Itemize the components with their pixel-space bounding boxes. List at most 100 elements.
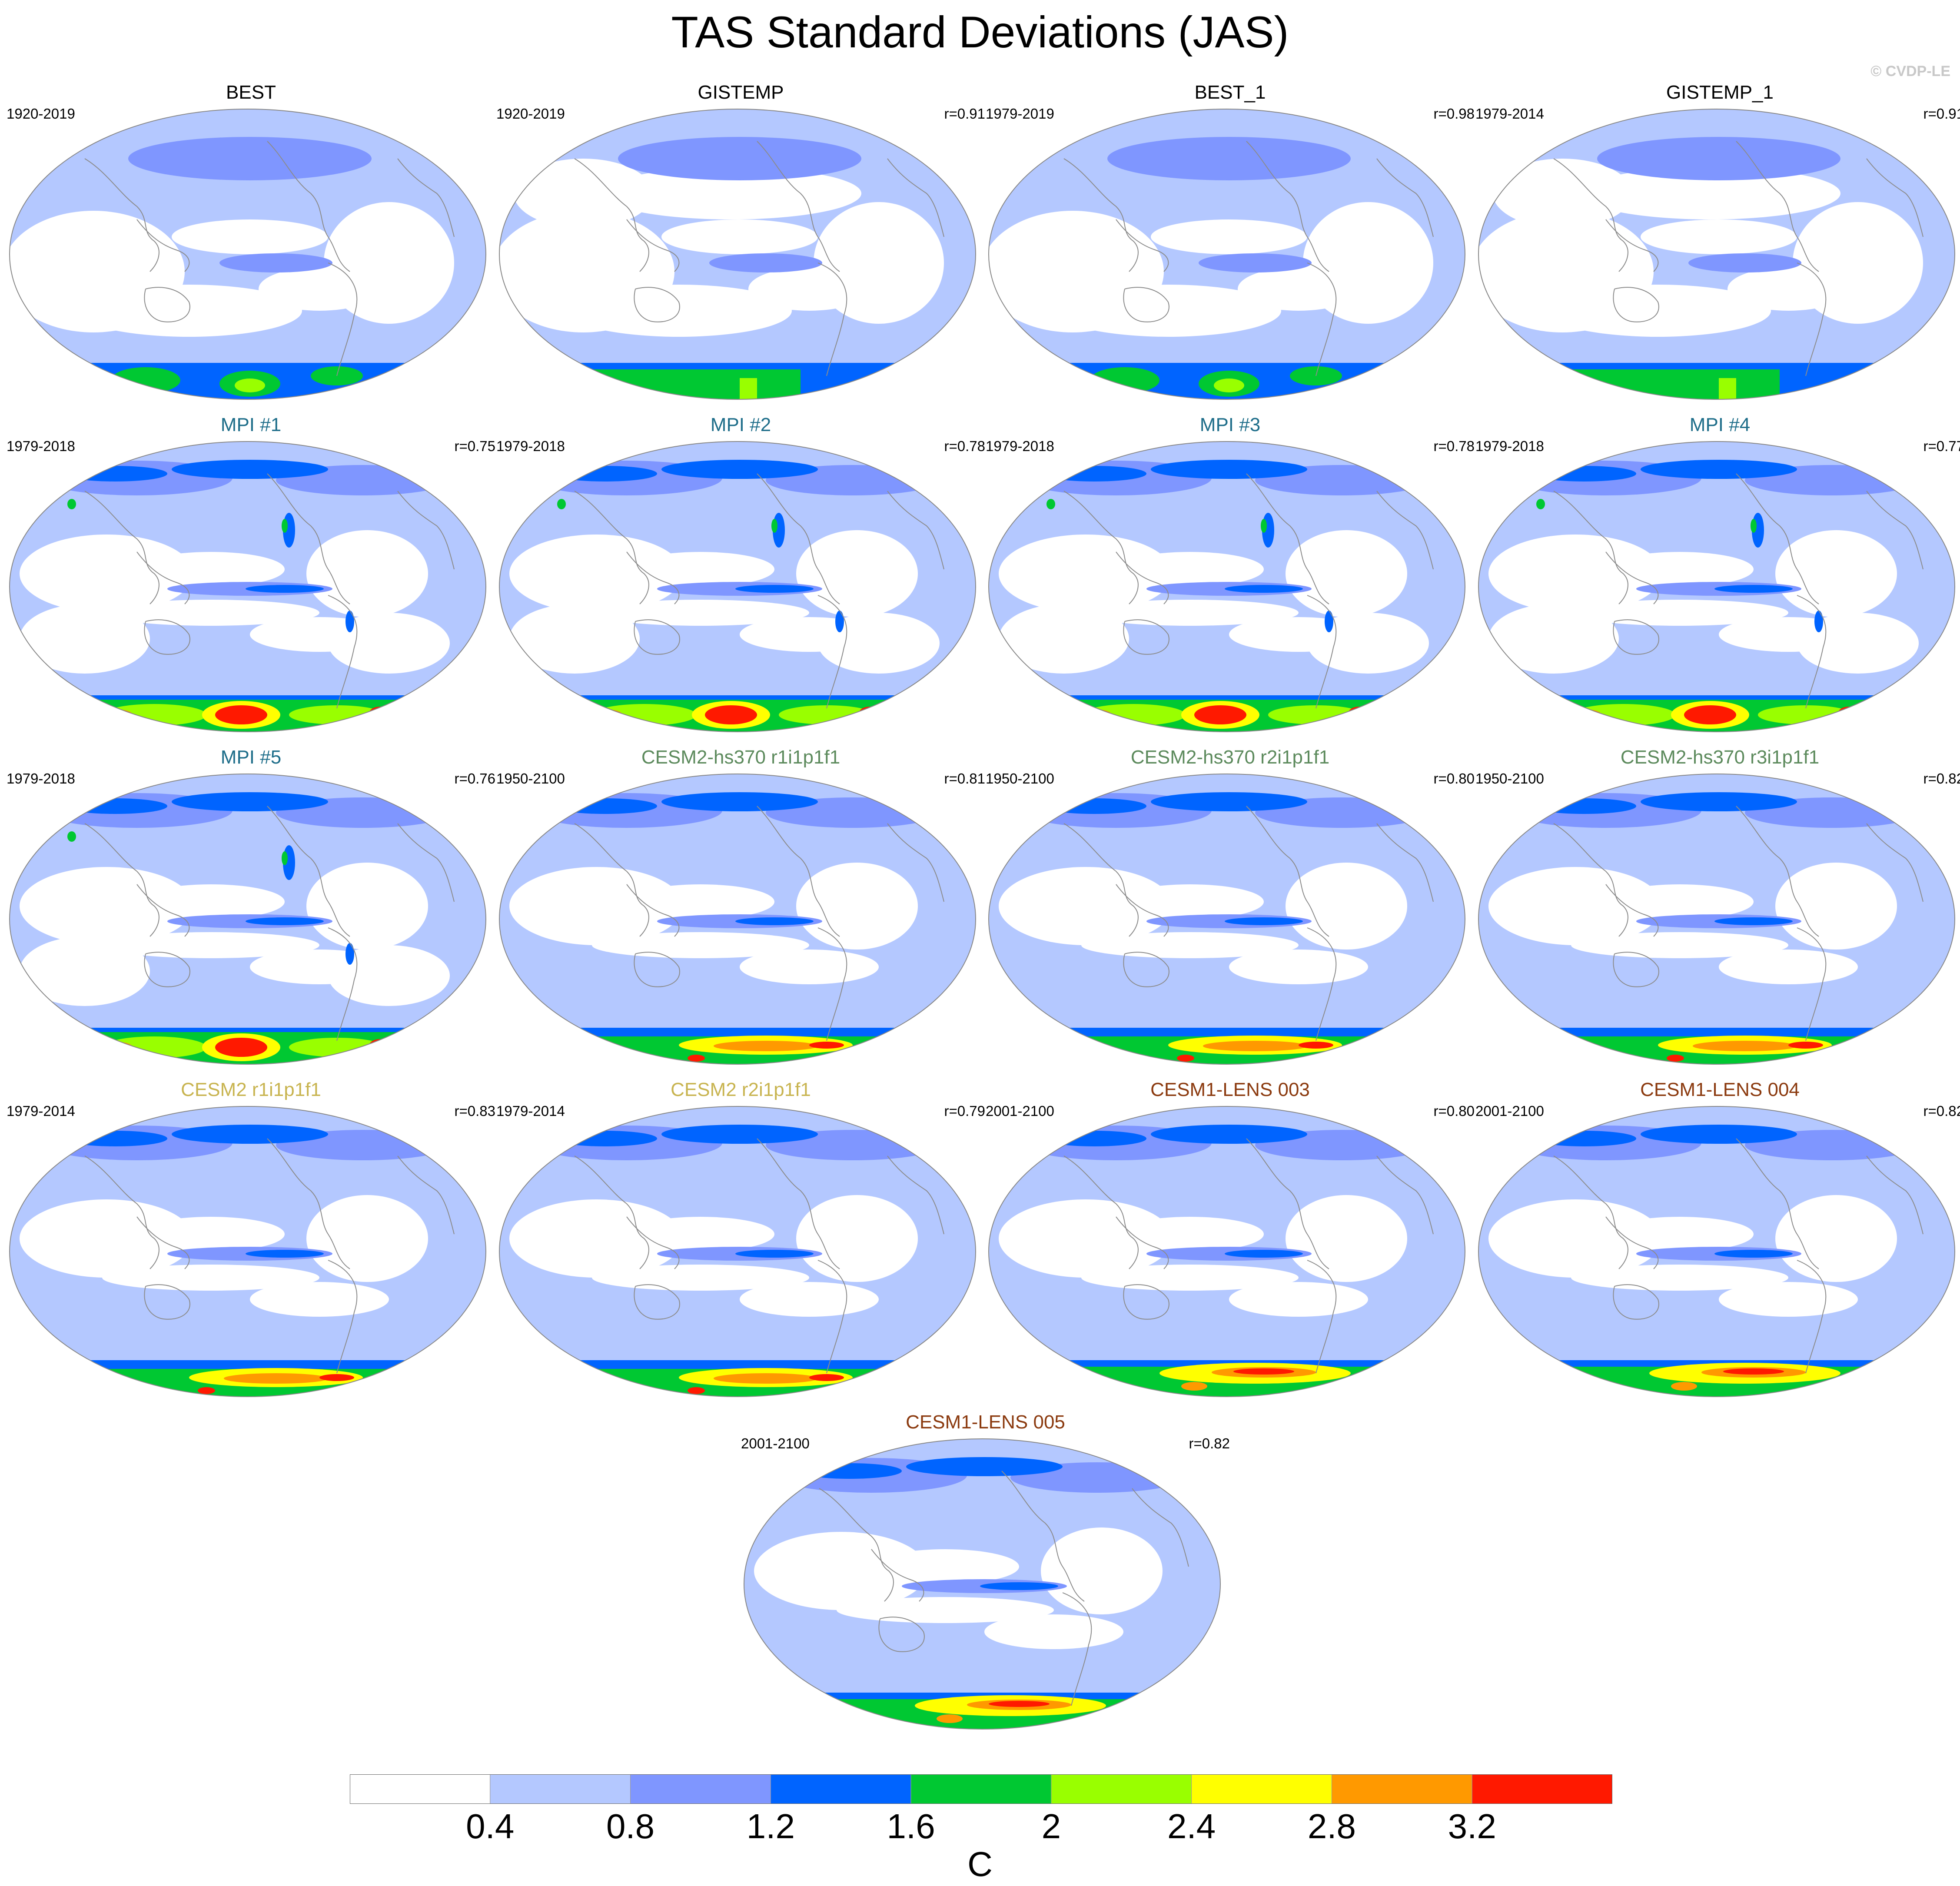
antarctic-ring: [1571, 704, 1675, 726]
panel-correlation: r=0.81: [944, 770, 986, 787]
figure-title: TAS Standard Deviations (JAS): [671, 7, 1289, 57]
low-variance-region: [1116, 884, 1264, 919]
map-outline: [988, 774, 1465, 1065]
coastline: [626, 551, 680, 604]
map-outline: [988, 109, 1465, 400]
colorbar-segment: [630, 1774, 771, 1804]
coastline: [1736, 806, 1819, 937]
coastline: [1866, 158, 1923, 237]
coastline: [1123, 287, 1169, 322]
colorbar-tick-label: 2: [1041, 1807, 1061, 1846]
low-variance-region: [102, 600, 319, 626]
low-variance-region: [20, 535, 193, 613]
panel-title: MPI #5: [220, 747, 282, 768]
coastlines: [1063, 1138, 1434, 1374]
low-variance-region: [20, 1199, 193, 1278]
coastline: [1246, 141, 1329, 272]
coastline: [634, 287, 680, 322]
low-variance-region: [1641, 219, 1797, 254]
antarctic-peak: [688, 1055, 705, 1062]
panel-correlation: r=0.76: [454, 770, 496, 787]
panel-years: 2001-2100: [741, 1435, 810, 1451]
low-variance-region: [1307, 613, 1429, 674]
panel-years: 1979-2018: [496, 438, 565, 454]
coastline: [1605, 219, 1659, 272]
enso-tongue-core: [735, 917, 814, 925]
low-variance-region: [1286, 863, 1407, 950]
coastline: [1307, 262, 1337, 376]
arctic-core: [63, 1131, 167, 1146]
antarctic-high: [1554, 369, 1780, 399]
antarctic-peak: [1575, 710, 1601, 720]
colorbar-segment: [490, 1774, 631, 1804]
coastline: [397, 823, 455, 902]
antarctic-peak: [1838, 707, 1860, 719]
arctic-core: [661, 1125, 818, 1144]
contour-field: [989, 442, 1465, 732]
antarctic-peak: [705, 705, 757, 724]
coastline: [144, 287, 190, 322]
arctic-core: [1151, 460, 1307, 479]
colorbar-tick-label: 2.8: [1307, 1807, 1356, 1846]
contour-field: [10, 1106, 486, 1397]
robinson-map: [988, 774, 1465, 1065]
coastline: [574, 158, 649, 272]
low-variance-region: [627, 884, 774, 919]
low-variance-region: [1775, 863, 1897, 950]
contour-field: [10, 442, 486, 732]
panel-years: 1979-2014: [1475, 106, 1544, 122]
antarctic-peak: [1684, 705, 1736, 724]
coastlines: [1553, 806, 1923, 1041]
coastline: [144, 619, 190, 655]
moderate-variance-region: [1688, 253, 1801, 272]
colorbar-units: C: [967, 1845, 993, 1883]
panel-correlation: r=0.91: [1923, 106, 1960, 122]
panel-years: 1950-2100: [1475, 770, 1544, 787]
coastlines: [1063, 806, 1434, 1041]
low-variance-region: [1286, 530, 1407, 617]
land-hotspot: [1536, 499, 1545, 509]
low-variance-region: [1719, 950, 1858, 984]
land-hotspot: [1814, 611, 1823, 632]
coastline: [626, 884, 680, 937]
robinson-map: [499, 109, 976, 400]
coastline: [1376, 1156, 1434, 1235]
map-outline: [744, 1438, 1221, 1730]
panel-correlation: r=0.98: [1433, 106, 1475, 122]
coastline: [1376, 823, 1434, 902]
low-variance-region: [1151, 219, 1307, 254]
arctic-core: [1641, 792, 1797, 811]
panel-title: CESM1-LENS 004: [1640, 1079, 1800, 1100]
coastline: [1116, 219, 1169, 272]
map-outline: [9, 1106, 486, 1397]
antarctic-ring: [1081, 704, 1186, 726]
map-panel: MPI #1 1979-2018 r=0.75: [7, 413, 495, 743]
map-outline: [988, 1106, 1465, 1397]
arctic-core: [172, 460, 328, 479]
robinson-map: [9, 1106, 486, 1397]
low-variance-region: [20, 604, 150, 674]
map-outline: [9, 109, 486, 400]
antarctic-peak: [1194, 705, 1246, 724]
arctic-core: [661, 460, 818, 479]
low-variance-region: [509, 1199, 683, 1278]
coastline: [1613, 1284, 1659, 1320]
robinson-map: [988, 441, 1465, 732]
antarctic-peak: [859, 707, 881, 719]
land-hotspot: [1325, 611, 1333, 632]
map-panel: CESM2 r2i1p1f1 1979-2014 r=0.79: [496, 1078, 985, 1408]
low-variance-region: [1775, 1195, 1897, 1282]
contour-field: [499, 1106, 976, 1397]
coastline: [1062, 1592, 1092, 1706]
arctic-core: [1532, 1131, 1636, 1146]
antarctic-peak: [1671, 1382, 1697, 1391]
coastline: [397, 1156, 455, 1235]
coastline: [1736, 1138, 1819, 1269]
antarctic-warm: [714, 1041, 818, 1051]
arctic-core: [553, 1131, 657, 1146]
panel-years: 1920-2019: [7, 106, 75, 122]
robinson-map: [9, 109, 486, 400]
robinson-map: [499, 1106, 976, 1397]
coastlines: [1063, 473, 1434, 709]
enso-tongue-core: [1714, 585, 1793, 593]
